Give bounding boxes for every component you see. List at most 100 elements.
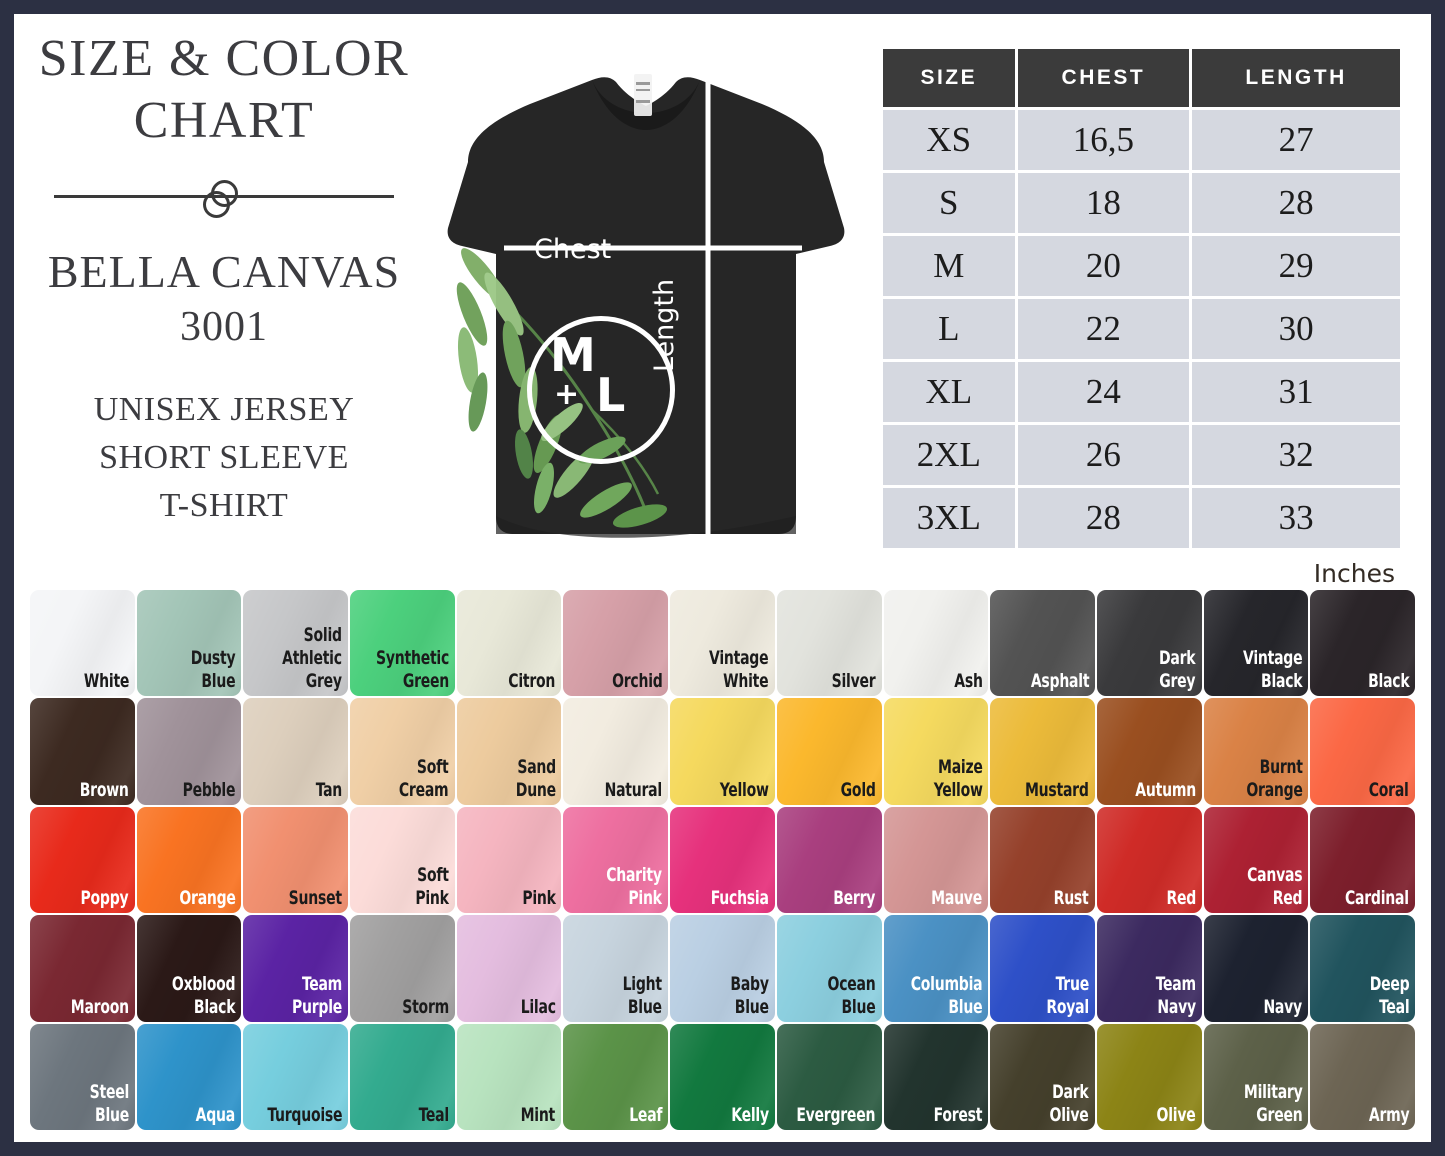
color-swatch[interactable]: Poppy — [30, 806, 135, 914]
color-swatch[interactable]: Soft Cream — [350, 698, 455, 805]
logo-plus-sign: + — [554, 377, 580, 412]
color-swatch[interactable]: Maroon — [30, 915, 135, 1022]
column-header-size: SIZE — [883, 49, 1015, 107]
color-swatch[interactable]: Columbia Blue — [883, 915, 989, 1022]
color-swatch-label: Team Purple — [292, 972, 343, 1018]
color-swatch[interactable]: Sunset — [243, 806, 349, 914]
color-swatch[interactable]: Cardinal — [1310, 806, 1415, 914]
color-swatch[interactable]: True Royal — [990, 915, 1095, 1022]
color-swatch[interactable]: Team Purple — [243, 915, 349, 1022]
color-swatch-label: Autumn — [1134, 778, 1196, 801]
color-swatch-label: Vintage Black — [1242, 647, 1303, 693]
color-swatch[interactable]: Autumn — [1096, 698, 1202, 805]
color-swatch[interactable]: Lilac — [456, 915, 562, 1022]
color-swatch[interactable]: Natural — [563, 698, 669, 805]
color-swatch[interactable]: Dark Grey — [1096, 590, 1202, 697]
color-swatch[interactable]: Black — [1310, 590, 1415, 697]
table-row: 3XL 28 33 — [883, 488, 1400, 548]
color-swatch[interactable]: Steel Blue — [30, 1023, 135, 1130]
divider-circle-icon — [203, 191, 230, 218]
color-swatch[interactable]: Sand Dune — [456, 698, 562, 805]
color-swatch[interactable]: Synthetic Green — [350, 590, 455, 697]
color-swatch[interactable]: Leaf — [563, 1023, 669, 1130]
color-swatch[interactable]: Deep Teal — [1310, 915, 1415, 1022]
color-swatch-label: Natural — [604, 778, 663, 801]
color-swatch[interactable]: Storm — [350, 915, 455, 1022]
color-swatch-label: Lilac — [520, 995, 556, 1018]
color-swatch[interactable]: Asphalt — [990, 590, 1095, 697]
color-swatch[interactable]: Dark Olive — [990, 1023, 1095, 1130]
color-swatch-label: Baby Blue — [730, 972, 770, 1018]
cell-length: 28 — [1192, 173, 1400, 233]
color-swatch[interactable]: Ash — [883, 590, 989, 697]
color-swatch[interactable]: Dusty Blue — [136, 590, 242, 697]
color-swatch[interactable]: Aqua — [136, 1023, 242, 1130]
color-swatch[interactable]: Gold — [776, 698, 882, 805]
color-swatch-label: Sand Dune — [515, 755, 556, 801]
color-swatch-label: Pink — [522, 887, 556, 910]
color-swatch[interactable]: Kelly — [670, 1023, 775, 1130]
color-swatch[interactable]: Mustard — [990, 698, 1095, 805]
chest-measure-label: Chest — [534, 234, 612, 265]
color-swatch[interactable]: Ocean Blue — [776, 915, 882, 1022]
color-swatch-label: Maroon — [70, 995, 129, 1018]
color-swatch-label: Citron — [508, 670, 556, 693]
color-swatch[interactable]: Light Blue — [563, 915, 669, 1022]
color-swatch[interactable]: Forest — [883, 1023, 989, 1130]
color-swatch[interactable]: Pebble — [136, 698, 242, 805]
color-swatch[interactable]: Yellow — [670, 698, 775, 805]
color-swatch-label: Leaf — [629, 1104, 663, 1126]
color-swatch-label: Olive — [1156, 1104, 1196, 1126]
ornament-divider — [54, 174, 394, 218]
color-swatch[interactable]: Vintage Black — [1203, 590, 1309, 697]
color-swatch[interactable]: Fuchsia — [670, 806, 775, 914]
color-swatch[interactable]: Mint — [456, 1023, 562, 1130]
color-swatch-label: Charity Pink — [606, 864, 663, 910]
color-swatch[interactable]: Tan — [243, 698, 349, 805]
color-swatch[interactable]: Soft Pink — [350, 806, 455, 914]
color-swatch[interactable]: Coral — [1310, 698, 1415, 805]
color-swatch-label: Maize Yellow — [933, 755, 983, 801]
color-swatch[interactable]: Canvas Red — [1203, 806, 1309, 914]
color-swatch[interactable]: Rust — [990, 806, 1095, 914]
color-swatch[interactable]: Red — [1096, 806, 1202, 914]
color-swatch[interactable]: Team Navy — [1096, 915, 1202, 1022]
color-swatch[interactable]: Navy — [1203, 915, 1309, 1022]
color-swatch[interactable]: Evergreen — [776, 1023, 882, 1130]
product-desc-line1: UNISEX JERSEY — [93, 391, 355, 428]
cell-size: S — [883, 173, 1015, 233]
cell-chest: 26 — [1017, 425, 1190, 485]
color-swatch-label: Pebble — [182, 778, 236, 801]
color-swatch[interactable]: Turquoise — [243, 1023, 349, 1130]
cell-chest: 24 — [1017, 362, 1190, 422]
color-swatch[interactable]: White — [30, 590, 135, 697]
color-swatch[interactable]: Brown — [30, 698, 135, 805]
table-row: L 22 30 — [883, 299, 1400, 359]
color-swatch[interactable]: Solid Athletic Grey — [243, 590, 349, 697]
color-swatch-label: Light Blue — [622, 972, 663, 1018]
color-swatch[interactable]: Mauve — [883, 806, 989, 914]
color-swatch[interactable]: Berry — [776, 806, 882, 914]
color-swatch[interactable]: Baby Blue — [670, 915, 775, 1022]
color-swatch[interactable]: Oxblood Black — [136, 915, 242, 1022]
color-swatch[interactable]: Orchid — [563, 590, 669, 697]
color-swatch[interactable]: Teal — [350, 1023, 455, 1130]
cell-chest: 28 — [1017, 488, 1190, 548]
color-swatch-label: Mauve — [931, 887, 983, 910]
color-swatch-label: Red — [1165, 887, 1196, 910]
color-swatch[interactable]: Silver — [776, 590, 882, 697]
color-swatch[interactable]: Military Green — [1203, 1023, 1309, 1130]
color-swatch[interactable]: Army — [1310, 1023, 1415, 1130]
cell-length: 29 — [1192, 236, 1400, 296]
color-swatch-label: Mint — [521, 1104, 556, 1126]
cell-length: 32 — [1192, 425, 1400, 485]
color-swatch[interactable]: Pink — [456, 806, 562, 914]
color-swatch[interactable]: Maize Yellow — [883, 698, 989, 805]
color-swatch[interactable]: Citron — [456, 590, 562, 697]
color-swatch[interactable]: Olive — [1096, 1023, 1202, 1130]
color-swatch[interactable]: Charity Pink — [563, 806, 669, 914]
color-swatch[interactable]: Vintage White — [670, 590, 775, 697]
color-swatch[interactable]: Orange — [136, 806, 242, 914]
color-swatch-label: Evergreen — [796, 1104, 876, 1126]
color-swatch[interactable]: Burnt Orange — [1203, 698, 1309, 805]
